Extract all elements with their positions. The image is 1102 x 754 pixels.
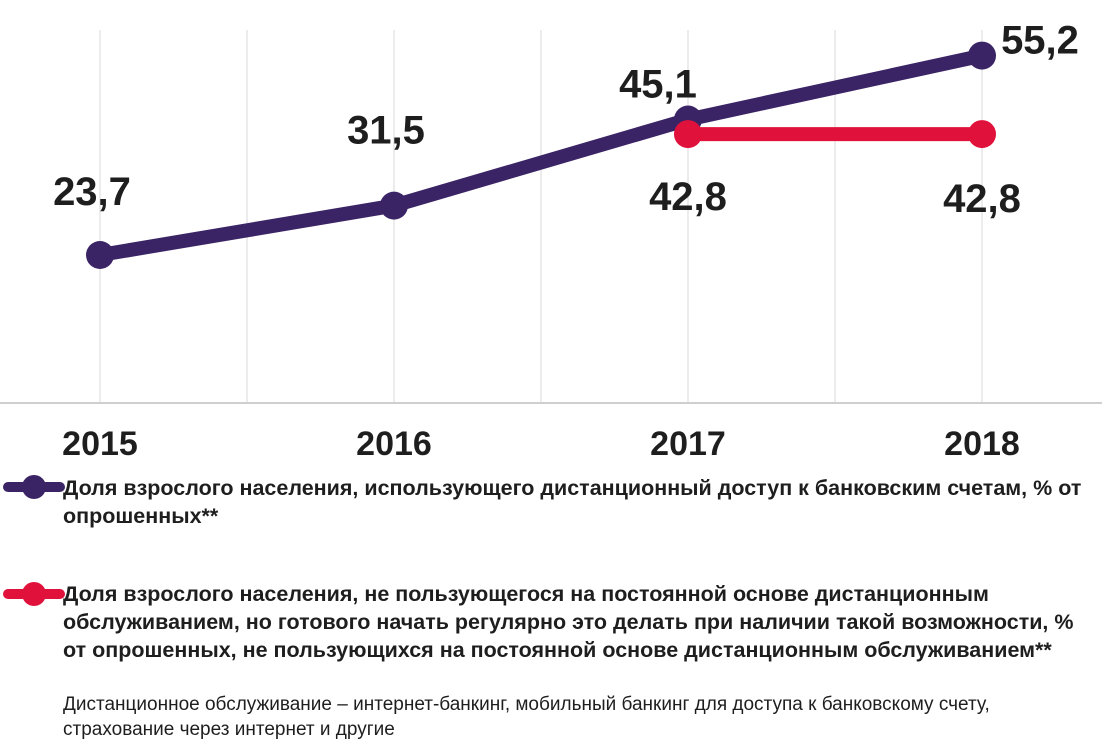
data-point	[380, 191, 408, 220]
footnote: Дистанционное обслуживание – интернет-ба…	[63, 694, 990, 740]
data-label: 31,5	[347, 109, 425, 153]
x-tick-label: 2018	[944, 425, 1020, 463]
legend-marker-dot	[22, 475, 46, 499]
data-label: 55,2	[1001, 19, 1079, 63]
data-label: 23,7	[53, 170, 131, 214]
data-point	[674, 120, 702, 149]
data-label: 42,8	[943, 177, 1021, 221]
x-tick-labels: 2015 2016 2017 2018	[62, 425, 1020, 463]
legend-marker	[3, 475, 65, 499]
data-point	[968, 41, 996, 70]
series-line	[93, 48, 989, 262]
data-point	[86, 241, 114, 269]
x-tick-label: 2015	[62, 425, 138, 463]
data-label: 42,8	[649, 175, 727, 219]
data-point	[968, 120, 996, 149]
legend-marker-dot	[22, 582, 46, 606]
line-chart: 23,731,545,155,242,8 42,8 2015 2016 2017 201…	[0, 19, 1102, 463]
series-layer	[86, 41, 996, 269]
legend-entry-ready-to-start: Доля взрослого населения, не пользующего…	[63, 582, 1074, 662]
legend-marker	[3, 582, 65, 606]
x-tick-label: 2017	[650, 425, 726, 463]
x-tick-label: 2016	[356, 425, 432, 463]
legend-entry-remote-access: Доля взрослого населения, использующего …	[63, 476, 1082, 528]
data-label: 45,1	[619, 63, 697, 107]
data-labels: 23,7 31,5 45,1 55,2 42,8 42,8	[53, 19, 1079, 221]
